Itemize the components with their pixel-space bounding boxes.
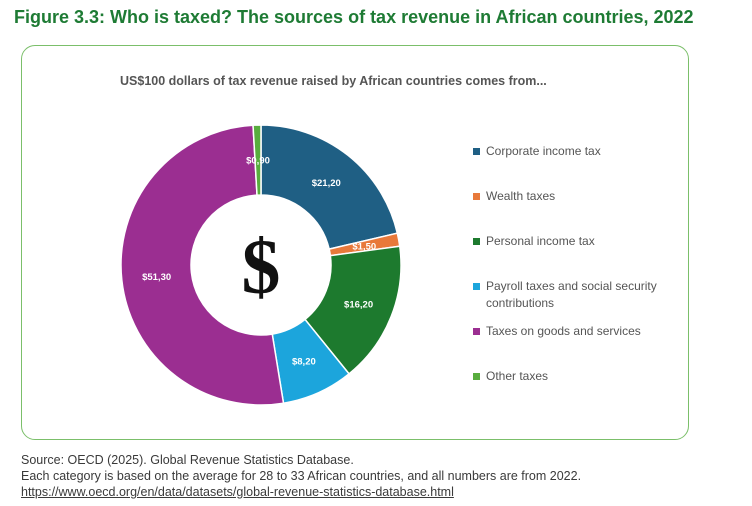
source-link[interactable]: https://www.oecd.org/en/data/datasets/gl… (21, 485, 454, 499)
legend-swatch (473, 148, 480, 155)
legend-item: Other taxes (473, 368, 673, 385)
legend-item: Wealth taxes (473, 188, 673, 205)
dollar-symbol: $ (242, 223, 281, 310)
slice-other-taxes (252, 124, 262, 196)
legend-swatch (473, 193, 480, 200)
slice-corporate-income-tax (260, 124, 399, 250)
legend-label: Corporate income tax (486, 144, 601, 158)
slice-label: $51,30 (142, 272, 171, 283)
legend-item: Corporate income tax (473, 143, 673, 160)
figure-title: Figure 3.3: Who is taxed? The sources of… (14, 7, 694, 27)
legend-item: Taxes on goods and services (473, 323, 673, 340)
detail-note: Each category is based on the average fo… (21, 469, 582, 483)
chart-title: US$100 dollars of tax revenue raised by … (120, 74, 547, 88)
legend-label: Wealth taxes (486, 189, 556, 203)
legend-label: Payroll taxes and social security contri… (486, 279, 657, 310)
source-note: Source: OECD (2025). Global Revenue Stat… (21, 453, 354, 467)
legend-swatch (473, 328, 480, 335)
legend-swatch (473, 283, 480, 290)
legend-swatch (473, 373, 480, 380)
legend-item: Personal income tax (473, 233, 673, 250)
slice-label: $16,20 (344, 299, 373, 310)
slice-label: $21,20 (312, 178, 341, 189)
legend-label: Other taxes (486, 369, 549, 383)
figure-notes: Source: OECD (2025). Global Revenue Stat… (21, 452, 581, 500)
slice-label: $0,90 (246, 156, 270, 167)
slice-taxes-on-goods-and-services (120, 124, 285, 406)
legend-label: Personal income tax (486, 234, 595, 248)
legend-swatch (473, 238, 480, 245)
slice-label: $8,20 (292, 356, 316, 367)
slice-label: $1,50 (352, 242, 376, 253)
legend-item: Payroll taxes and social security contri… (473, 278, 673, 312)
legend-label: Taxes on goods and services (486, 324, 641, 338)
